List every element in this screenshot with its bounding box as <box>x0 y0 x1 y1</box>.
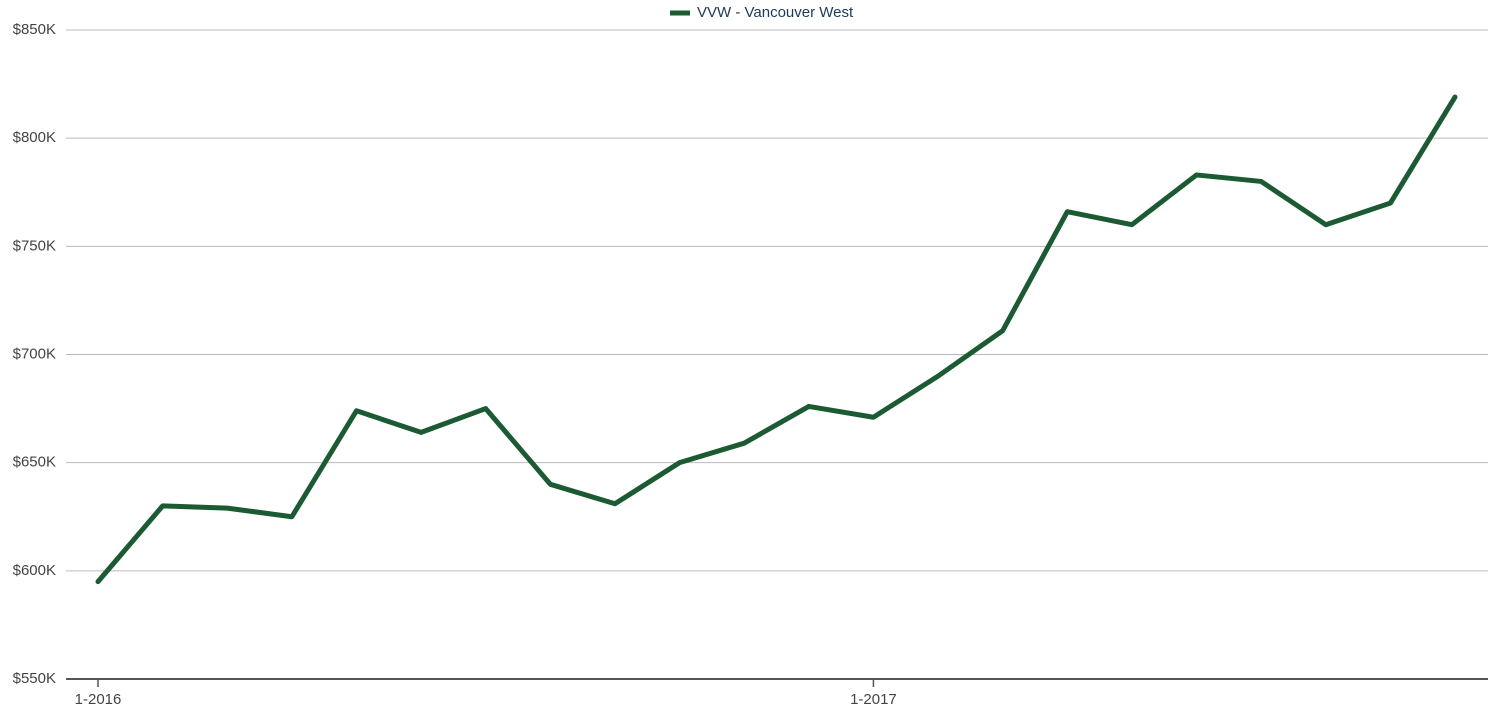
y-tick-label: $550K <box>13 670 56 687</box>
legend-label: VVW - Vancouver West <box>697 4 854 21</box>
y-tick-label: $650K <box>13 454 56 471</box>
y-tick-label: $800K <box>13 129 56 146</box>
y-tick-label: $750K <box>13 237 56 254</box>
x-tick-label: 1-2017 <box>850 691 897 708</box>
x-tick-label: 1-2016 <box>75 691 122 708</box>
data-line <box>95 94 1458 585</box>
y-tick-label: $850K <box>13 21 56 38</box>
y-tick-label: $700K <box>13 345 56 362</box>
y-tick-label: $600K <box>13 562 56 579</box>
